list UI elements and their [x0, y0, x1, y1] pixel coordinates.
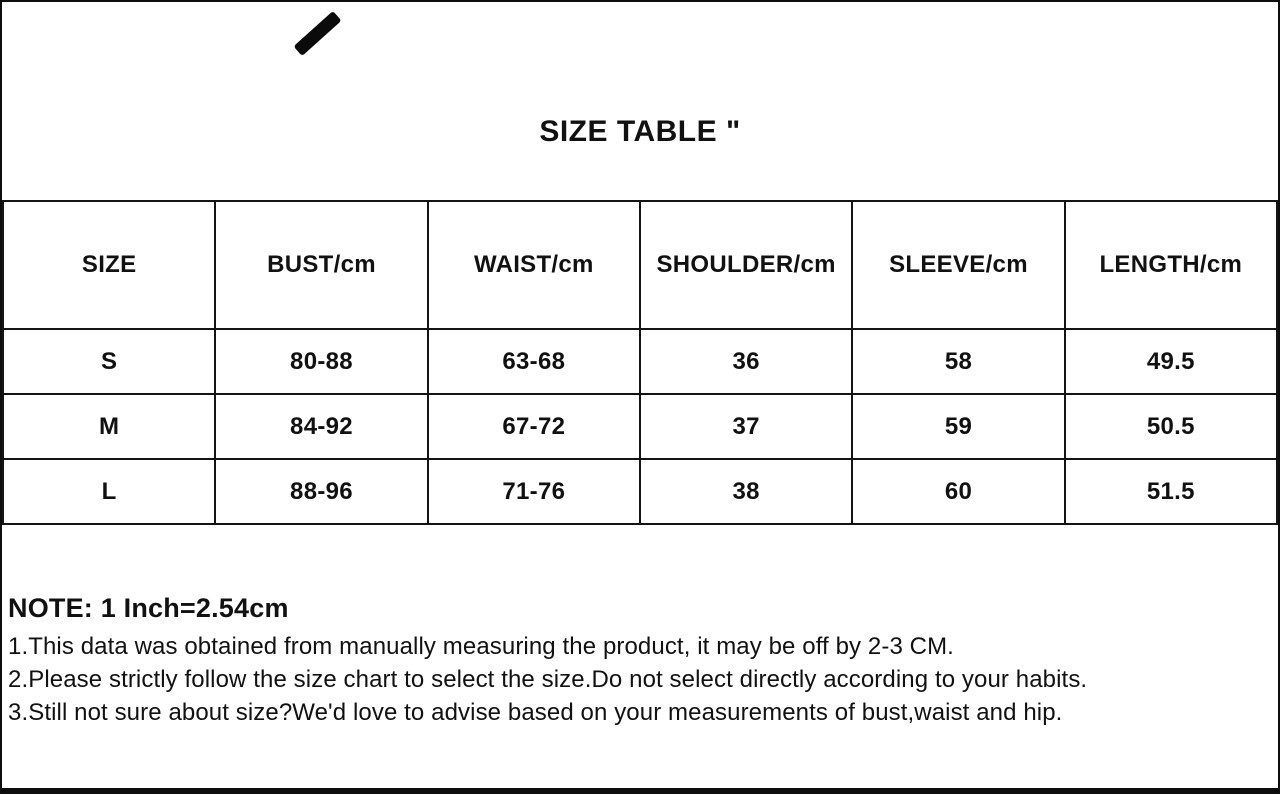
- column-header-size: SIZE: [2, 200, 217, 330]
- waist-cell: 67-72: [426, 393, 641, 460]
- header-row: SIZE BUST/cm WAIST/cm SHOULDER/cm SLEEVE…: [2, 200, 1278, 330]
- table-row-l: L 88-96 71-76 38 60 51.5: [2, 458, 1278, 525]
- shoulder-cell: 36: [638, 328, 854, 395]
- sleeve-cell: 60: [851, 458, 1066, 525]
- page-title: SIZE TABLE ": [539, 115, 741, 148]
- size-table-body: S 80-88 63-68 36 58 49.5 M 84-92 67-72 3…: [2, 328, 1278, 525]
- column-header-length: LENGTH/cm: [1063, 200, 1278, 330]
- size-cell: M: [2, 393, 217, 460]
- note-line-2: 2.Please strictly follow the size chart …: [8, 666, 1088, 693]
- note-line-3: 3.Still not sure about size?We'd love to…: [8, 699, 1063, 726]
- column-header-bust: BUST/cm: [214, 200, 429, 330]
- table-row-m: M 84-92 67-72 37 59 50.5: [2, 393, 1278, 460]
- size-cell: L: [2, 458, 217, 525]
- notes-section: NOTE: 1 Inch=2.54cm 1.This data was obta…: [8, 590, 1228, 729]
- note-line-1: 1.This data was obtained from manually m…: [8, 633, 954, 660]
- sleeve-cell: 58: [851, 328, 1066, 395]
- length-cell: 50.5: [1063, 393, 1278, 460]
- waist-cell: 71-76: [426, 458, 641, 525]
- size-table: SIZE BUST/cm WAIST/cm SHOULDER/cm SLEEVE…: [2, 200, 1278, 525]
- pen-mark-icon: [293, 10, 342, 57]
- shoulder-cell: 38: [638, 458, 854, 525]
- bust-cell: 80-88: [214, 328, 429, 395]
- sleeve-cell: 59: [851, 393, 1066, 460]
- notes-heading: NOTE: 1 Inch=2.54cm: [8, 593, 289, 623]
- shoulder-cell: 37: [638, 393, 854, 460]
- length-cell: 51.5: [1063, 458, 1278, 525]
- bust-cell: 88-96: [214, 458, 429, 525]
- table-row-s: S 80-88 63-68 36 58 49.5: [2, 328, 1278, 395]
- waist-cell: 63-68: [426, 328, 641, 395]
- size-table-header: SIZE BUST/cm WAIST/cm SHOULDER/cm SLEEVE…: [2, 200, 1278, 330]
- length-cell: 49.5: [1063, 328, 1278, 395]
- column-header-shoulder: SHOULDER/cm: [638, 200, 854, 330]
- column-header-sleeve: SLEEVE/cm: [851, 200, 1066, 330]
- bust-cell: 84-92: [214, 393, 429, 460]
- column-header-waist: WAIST/cm: [426, 200, 641, 330]
- size-cell: S: [2, 328, 217, 395]
